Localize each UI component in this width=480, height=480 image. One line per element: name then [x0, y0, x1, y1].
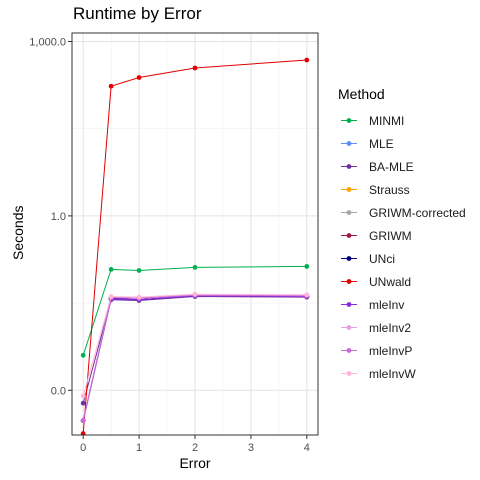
point-unwald [136, 75, 142, 80]
grid-major [72, 33, 318, 435]
axis-ticks [68, 40, 308, 439]
legend-key-mle [341, 141, 357, 146]
legend-item-mleinvw: mleInvW [338, 362, 466, 385]
legend-label: mleInvW [369, 366, 416, 381]
legend-item-mleinv2: mleInv2 [338, 316, 466, 339]
legend-item-unwald: UNwald [338, 270, 466, 293]
legend-key-ba-mle [341, 164, 357, 169]
legend-label: mleInv [369, 297, 405, 312]
point-unwald [192, 65, 198, 71]
legend-label: MINMI [369, 113, 405, 128]
point-minmi [304, 264, 310, 269]
point-minmi [192, 264, 198, 270]
legend-label: mleInv2 [369, 320, 412, 335]
y-tick-label: 0.0 [51, 385, 66, 397]
point-mleinvw [108, 294, 114, 299]
legend-item-mle: MLE [338, 132, 466, 155]
point-mleinvw [136, 294, 142, 300]
point-minmi [136, 268, 142, 273]
x-tick-label: 2 [192, 442, 198, 454]
legend-label: Strauss [369, 182, 410, 197]
legend: Method MINMI MLE BA-MLE Strauss GRIWM-correc… [338, 86, 466, 385]
legend-key-mleinv [341, 302, 357, 307]
x-tick-label: 4 [304, 442, 310, 454]
legend-key-mleinv2 [341, 325, 357, 330]
y-axis-label: Seconds [10, 205, 26, 260]
legend-title: Method [338, 86, 385, 102]
point-unwald [80, 431, 86, 435]
legend-key-strauss [341, 187, 357, 192]
point-mleinvw [192, 291, 198, 297]
point-unwald [304, 57, 310, 63]
legend-label: mleInvP [369, 343, 413, 358]
chart-title: Runtime by Error [73, 4, 202, 23]
legend-label: GRIWM-corrected [369, 205, 466, 220]
series-layer [80, 57, 310, 435]
legend-item-mleinvp: mleInvP [338, 339, 466, 362]
legend-item-unci: UNci [338, 247, 466, 270]
point-mleinvw [304, 292, 310, 298]
legend-item-griwm-corrected: GRIWM-corrected [338, 201, 466, 224]
series-mleinvw [80, 291, 310, 399]
legend-key-mleinvp [341, 348, 357, 353]
point-minmi [80, 352, 86, 358]
y-tick-label: 1,000.0 [29, 36, 66, 48]
x-axis-label: Error [179, 455, 211, 471]
legend-label: MLE [369, 136, 394, 151]
legend-label: UNwald [369, 274, 412, 289]
legend-key-griwm-corrected [341, 210, 357, 215]
legend-item-griwm: GRIWM [338, 224, 466, 247]
legend-item-ba-mle: BA-MLE [338, 155, 466, 178]
tick-labels: 0 1 2 3 4 0.0 1.0 1,000.0 [29, 36, 310, 454]
point-ba-mle [80, 400, 86, 406]
x-tick-label: 1 [136, 442, 142, 454]
point-mleinvw [80, 393, 86, 399]
legend-label: UNci [369, 251, 395, 266]
legend-key-unwald [341, 279, 357, 284]
legend-items: MINMI MLE BA-MLE Strauss GRIWM-corrected GRIW… [338, 109, 466, 385]
point-mleinvp [80, 418, 86, 424]
legend-item-strauss: Strauss [338, 178, 466, 201]
series-minmi [80, 264, 310, 358]
legend-label: BA-MLE [369, 159, 414, 174]
y-tick-label: 1.0 [51, 211, 66, 223]
legend-key-griwm [341, 233, 357, 238]
legend-key-mleinvw [341, 371, 357, 376]
x-tick-label: 3 [248, 442, 254, 454]
legend-label: GRIWM [369, 228, 412, 243]
point-unwald [108, 83, 114, 89]
legend-item-mleinv: mleInv [338, 293, 466, 316]
legend-item-minmi: MINMI [338, 109, 466, 132]
legend-key-unci [341, 256, 357, 261]
point-minmi [108, 267, 114, 272]
legend-key-minmi [341, 118, 357, 123]
x-tick-label: 0 [80, 442, 86, 454]
series-unwald [80, 57, 310, 435]
